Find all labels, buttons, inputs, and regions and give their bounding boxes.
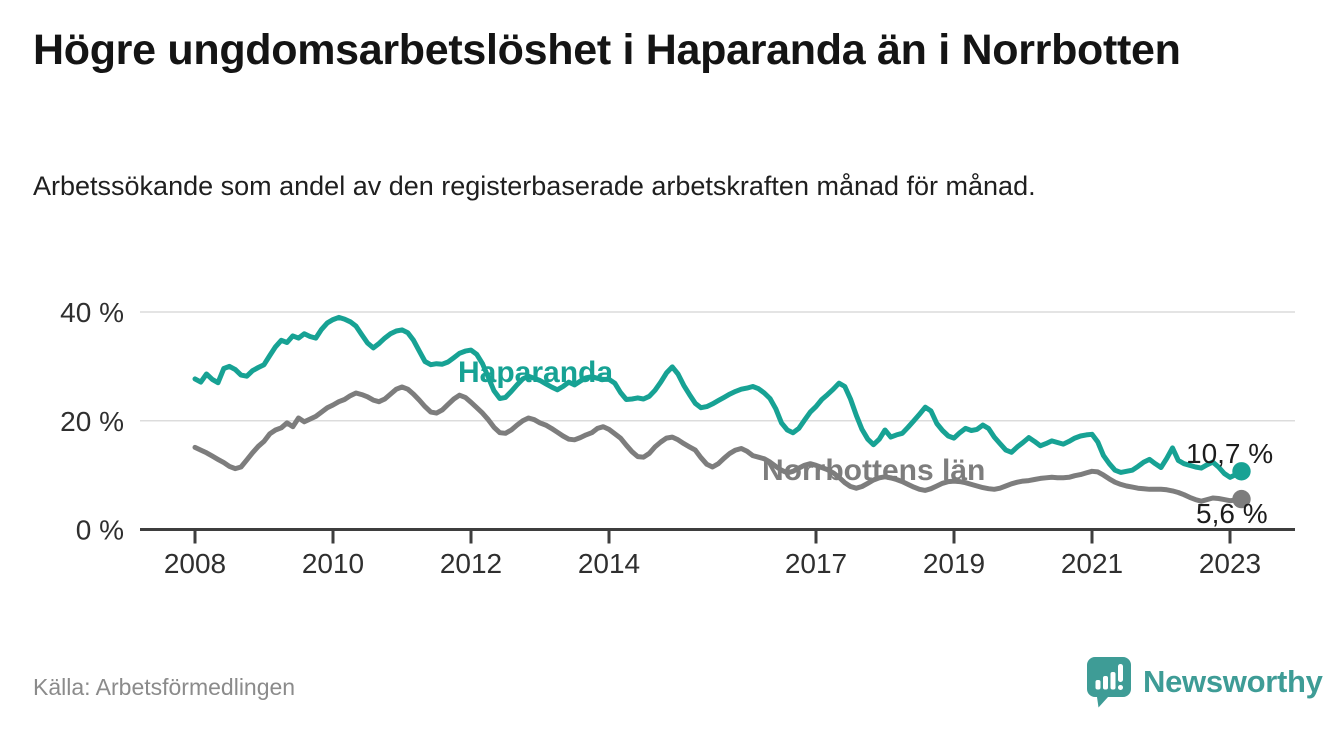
series-line-haparanda <box>192 314 1244 480</box>
gridlines: 0 % 20 % 40 % <box>60 297 1295 546</box>
x-tick-label: 2021 <box>1061 548 1123 579</box>
series-label-norrbotten: Norrbottens län <box>762 454 985 487</box>
newsworthy-logo-icon <box>1087 657 1131 708</box>
x-tick-label: 2012 <box>440 548 502 579</box>
end-value-label-haparanda: 10,7 % <box>1186 438 1273 469</box>
series-label-haparanda: Haparanda <box>458 356 613 389</box>
x-tick-label: 2023 <box>1199 548 1261 579</box>
series-end-dot <box>1232 489 1251 509</box>
chart-subtitle: Arbetssökande som andel av den registerb… <box>33 171 1036 201</box>
y-tick-label: 0 % <box>76 515 124 546</box>
x-tick-label: 2017 <box>785 548 847 579</box>
end-value-label-norrbotten: 5,6 % <box>1196 498 1268 529</box>
source-note: Källa: Arbetsförmedlingen <box>33 674 296 700</box>
y-tick-label: 20 % <box>60 406 124 437</box>
newsworthy-logo-text: Newsworthy <box>1143 664 1323 699</box>
series-end-dot <box>1232 462 1251 481</box>
x-tick-label: 2014 <box>578 548 640 579</box>
x-tick-label: 2010 <box>302 548 364 579</box>
chart-title: Högre ungdomsarbetslöshet i Haparanda än… <box>33 26 1181 74</box>
series-lines <box>192 314 1251 509</box>
x-axis: 2008 2010 2012 2014 2017 2019 2021 2023 <box>140 528 1295 579</box>
series-line-norrbottens-l-n <box>192 384 1244 504</box>
x-tick-label: 2008 <box>164 548 226 579</box>
x-tick-label: 2019 <box>923 548 985 579</box>
y-tick-label: 40 % <box>60 297 124 328</box>
newsworthy-logo: Newsworthy <box>1086 656 1323 708</box>
